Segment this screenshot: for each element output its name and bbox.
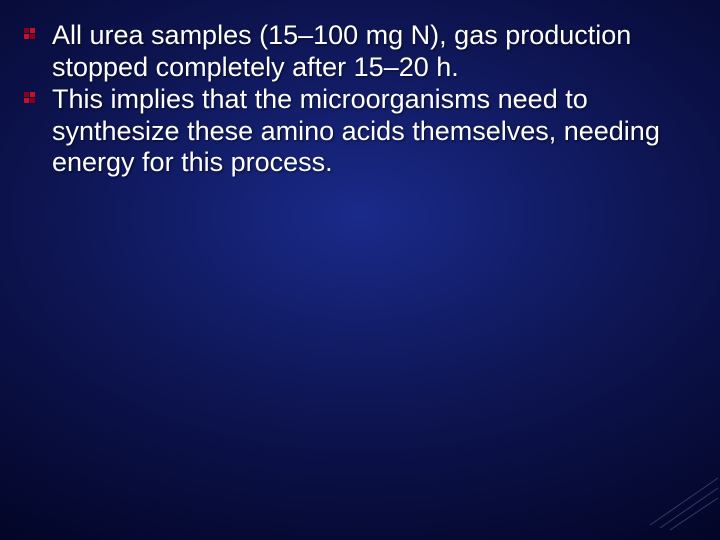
- bullet-text: All urea samples (15–100 mg N), gas prod…: [52, 20, 690, 84]
- slide: All urea samples (15–100 mg N), gas prod…: [0, 0, 720, 540]
- bullet-text: This implies that the microorganisms nee…: [52, 84, 690, 180]
- bullet-item: This implies that the microorganisms nee…: [52, 84, 690, 180]
- content-area: All urea samples (15–100 mg N), gas prod…: [0, 0, 720, 179]
- bullet-marker-icon: [24, 92, 36, 104]
- bullet-marker-icon: [24, 28, 36, 40]
- bullet-item: All urea samples (15–100 mg N), gas prod…: [52, 20, 690, 84]
- corner-decoration-icon: [640, 470, 720, 530]
